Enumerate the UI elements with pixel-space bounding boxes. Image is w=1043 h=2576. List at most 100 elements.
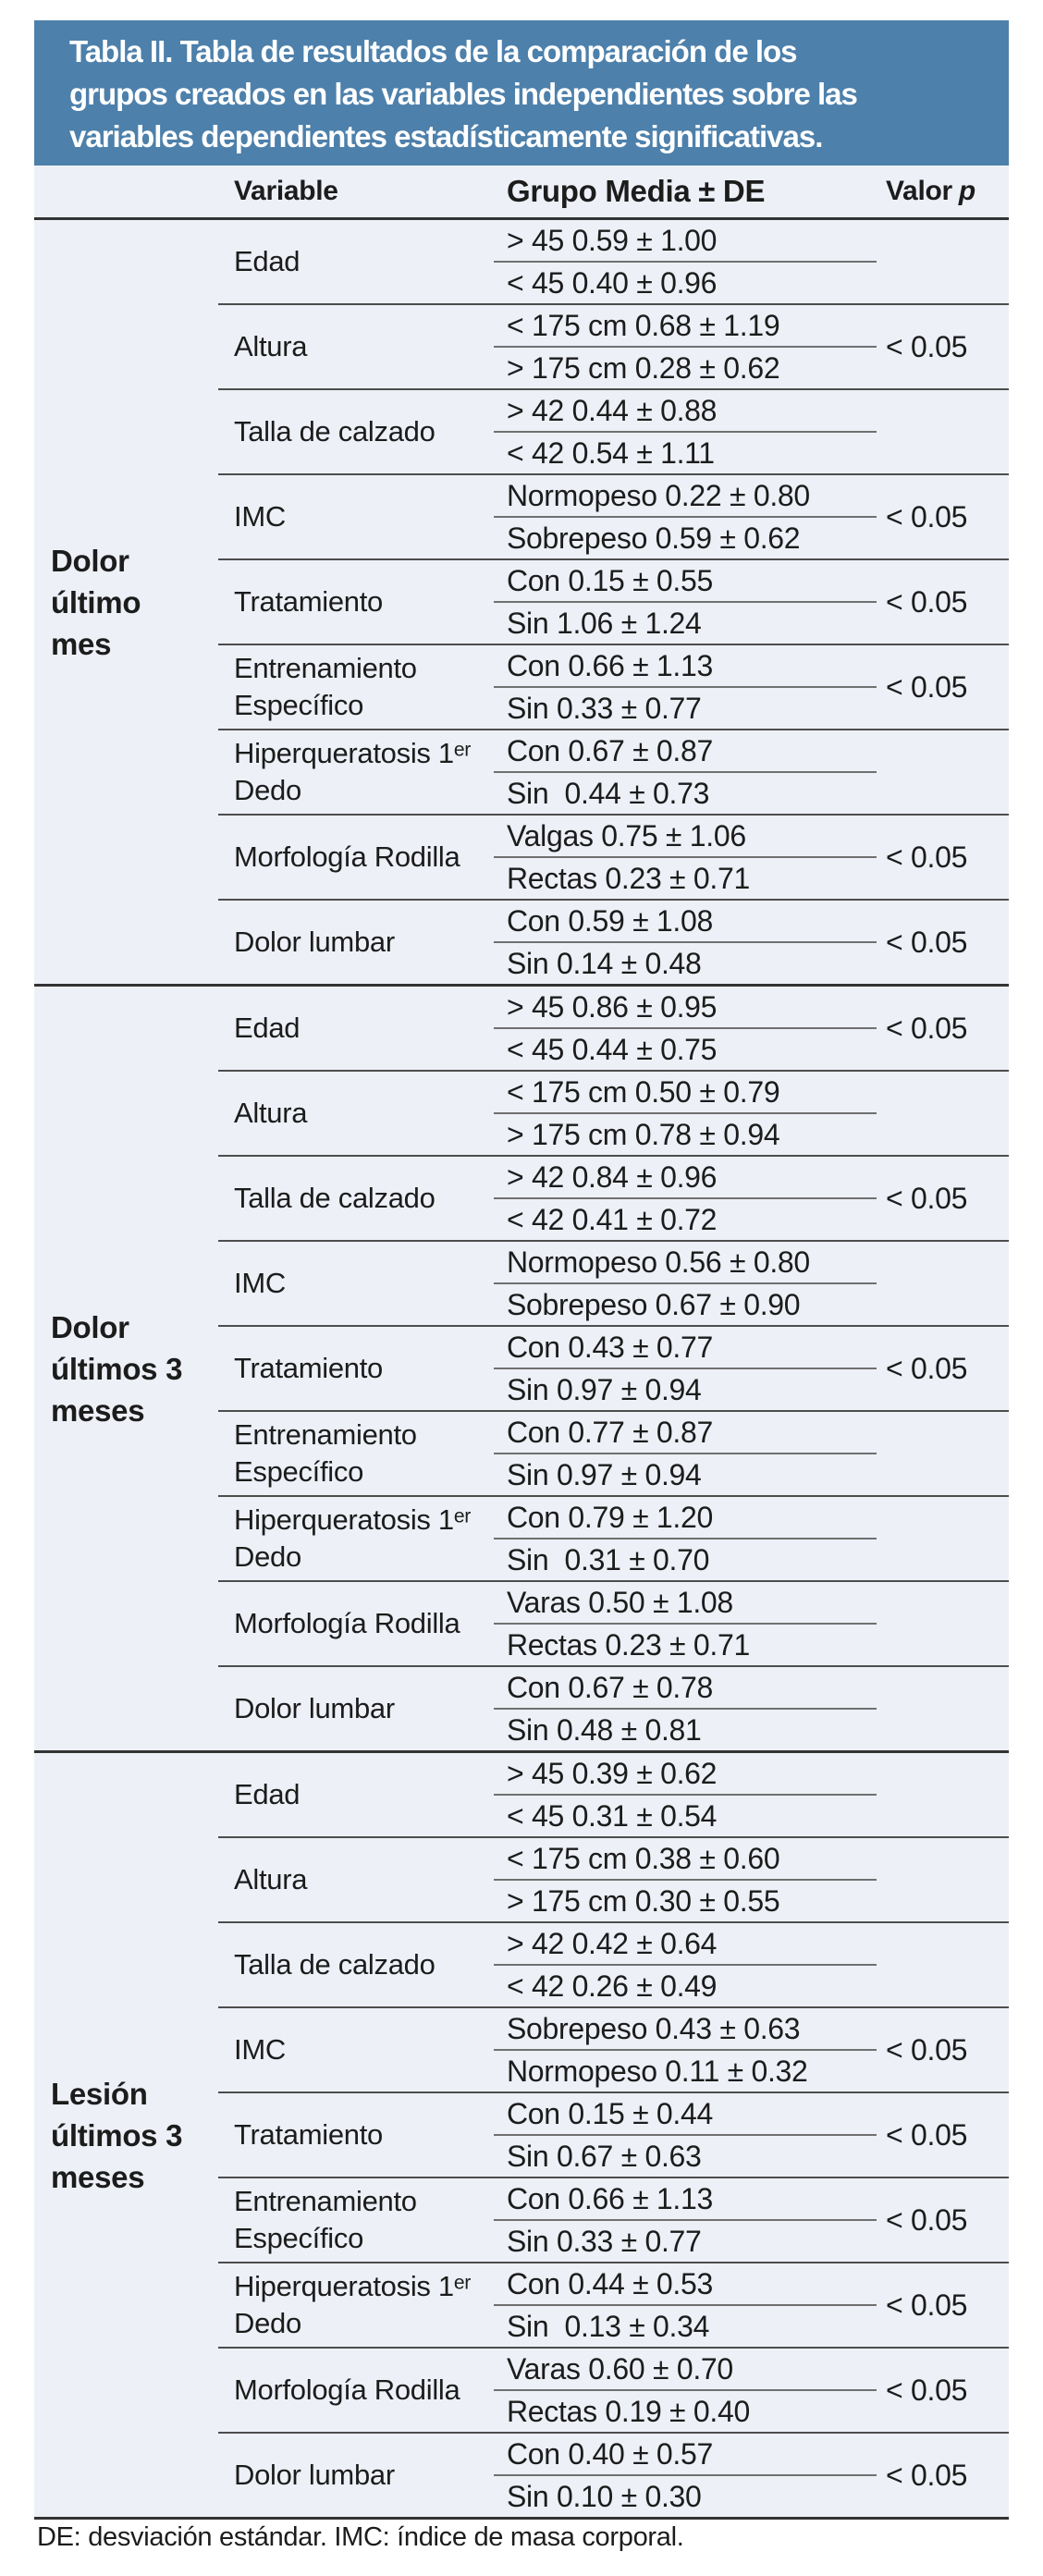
group-cell: < 175 cm 0.38 ± 0.60 > 175 cm 0.30 ± 0.5… [494, 1838, 877, 1921]
group-cell: Con 0.66 ± 1.13 Sin 0.33 ± 0.77 [494, 2178, 877, 2262]
header-variable: Variable [234, 176, 338, 206]
group-cell: > 45 0.59 ± 1.00 < 45 0.40 ± 0.96 [494, 220, 877, 303]
variable-cell: IMC [234, 500, 286, 533]
group-cell: > 42 0.44 ± 0.88 < 42 0.54 ± 1.11 [494, 390, 877, 473]
p-value-cell: < 0.05 [886, 499, 968, 534]
header-valor-p: Valor p [877, 176, 1009, 207]
group-row-2: Sin 0.31 ± 0.70 [507, 1542, 710, 1576]
group-row-1: Con 0.59 ± 1.08 [494, 901, 877, 943]
group-row-2: Sin 0.13 ± 0.34 [507, 2309, 710, 2343]
p-value-cell: < 0.05 [886, 2458, 968, 2492]
group-cell: Con 0.67 ± 0.78 Sin 0.48 ± 0.81 [494, 1667, 877, 1750]
variable-block: IMC Sobrepeso 0.43 ± 0.63 Normopeso 0.11… [218, 2006, 1009, 2091]
group-cell: Con 0.40 ± 0.57 Sin 0.10 ± 0.30 [494, 2434, 877, 2517]
section-label: Lesión últimos 3 meses [51, 2076, 183, 2194]
table-body: Dolor último mes Edad > 45 0.59 ± 1.00 <… [34, 220, 1009, 2520]
variable-block: Tratamiento Con 0.15 ± 0.55 Sin 1.06 ± 1… [218, 558, 1009, 644]
p-value-cell [877, 1412, 1009, 1495]
results-table: Tabla II. Tabla de resultados de la comp… [34, 20, 1009, 2520]
group-row-2: > 175 cm 0.78 ± 0.94 [507, 1117, 780, 1151]
header-grupo-media-de: Grupo Media ± DE [507, 174, 766, 208]
p-value-cell: < 0.05 [886, 2202, 968, 2237]
variable-block: Entrenamiento Específico Con 0.77 ± 0.87… [218, 1410, 1009, 1495]
variable-cell: Hiperqueratosis 1ᵉʳ Dedo [234, 737, 472, 806]
group-cell: Con 0.15 ± 0.55 Sin 1.06 ± 1.24 [494, 560, 877, 644]
variable-cell: Tratamiento [234, 2118, 383, 2151]
group-cell: Normopeso 0.22 ± 0.80 Sobrepeso 0.59 ± 0… [494, 475, 877, 558]
variable-block: Morfología Rodilla Varas 0.50 ± 1.08 Rec… [218, 1580, 1009, 1665]
variable-cell: Morfología Rodilla [234, 840, 460, 873]
p-value-cell [877, 1753, 1009, 1836]
group-row-2: Sin 0.44 ± 0.73 [507, 776, 710, 810]
group-row-2: Sin 0.97 ± 0.94 [507, 1457, 702, 1491]
p-value-cell [877, 1072, 1009, 1155]
variable-block: Talla de calzado > 42 0.44 ± 0.88 < 42 0… [218, 388, 1009, 473]
group-row-1: Con 0.66 ± 1.13 [494, 2178, 877, 2221]
section-blocks: Edad > 45 0.59 ± 1.00 < 45 0.40 ± 0.96 A… [218, 220, 1009, 984]
p-value-cell: < 0.05 [886, 584, 968, 619]
group-row-1: Valgas 0.75 ± 1.06 [494, 816, 877, 858]
group-cell: > 42 0.42 ± 0.64 < 42 0.26 ± 0.49 [494, 1923, 877, 2006]
group-row-2: < 45 0.31 ± 0.54 [507, 1798, 718, 1833]
group-cell: Varas 0.60 ± 0.70 Rectas 0.19 ± 0.40 [494, 2349, 877, 2432]
group-row-2: > 175 cm 0.28 ± 0.62 [507, 350, 780, 385]
variable-block: Talla de calzado > 42 0.42 ± 0.64 < 42 0… [218, 1921, 1009, 2006]
group-row-2: < 45 0.40 ± 0.96 [507, 265, 718, 300]
group-cell: Sobrepeso 0.43 ± 0.63 Normopeso 0.11 ± 0… [494, 2008, 877, 2091]
table-section: Dolor últimos 3 meses Edad > 45 0.86 ± 0… [34, 984, 1009, 1750]
p-value-cell: < 0.05 [886, 2288, 968, 2322]
p-value-cell: < 0.05 [886, 925, 968, 959]
group-row-2: Sin 0.33 ± 0.77 [507, 691, 702, 725]
p-value-cell [877, 1497, 1009, 1580]
group-row-2: > 175 cm 0.30 ± 0.55 [507, 1883, 780, 1918]
p-value-cell [877, 1838, 1009, 1921]
variable-block: Morfología Rodilla Varas 0.60 ± 0.70 Rec… [218, 2347, 1009, 2432]
variable-cell: Dolor lumbar [234, 2459, 395, 2491]
table-footnote: DE: desviación estándar. IMC: índice de … [37, 2522, 684, 2552]
table-title: Tabla II. Tabla de resultados de la comp… [34, 20, 1009, 166]
group-row-1: < 175 cm 0.68 ± 1.19 [494, 305, 877, 348]
section-label: Dolor último mes [51, 543, 141, 661]
variable-cell: Tratamiento [234, 1352, 383, 1384]
p-value-cell: < 0.05 [886, 2032, 968, 2067]
p-value-cell: < 0.05 [886, 1181, 968, 1215]
group-row-1: < 175 cm 0.50 ± 0.79 [494, 1072, 877, 1114]
group-cell: Con 0.67 ± 0.87 Sin 0.44 ± 0.73 [494, 730, 877, 814]
variable-cell: Altura [234, 1097, 308, 1129]
variable-cell: Entrenamiento Específico [234, 2185, 417, 2254]
group-row-1: Con 0.67 ± 0.78 [494, 1667, 877, 1710]
variable-cell: Talla de calzado [234, 1182, 436, 1214]
p-value-cell [877, 390, 1009, 473]
group-row-1: Con 0.15 ± 0.44 [494, 2093, 877, 2136]
group-row-2: Sobrepeso 0.59 ± 0.62 [507, 521, 801, 555]
group-row-1: Varas 0.50 ± 1.08 [494, 1582, 877, 1625]
variable-block: Entrenamiento Específico Con 0.66 ± 1.13… [218, 2177, 1009, 2262]
group-row-1: Normopeso 0.56 ± 0.80 [494, 1242, 877, 1284]
variable-block: Edad > 45 0.39 ± 0.62 < 45 0.31 ± 0.54 [218, 1753, 1009, 1836]
group-cell: Con 0.59 ± 1.08 Sin 0.14 ± 0.48 [494, 901, 877, 984]
group-row-2: Sin 0.10 ± 0.30 [507, 2479, 702, 2513]
table-section: Dolor último mes Edad > 45 0.59 ± 1.00 <… [34, 220, 1009, 984]
group-row-2: Sin 0.67 ± 0.63 [507, 2139, 702, 2173]
p-value-cell: < 0.05 [886, 669, 968, 704]
group-cell: < 175 cm 0.68 ± 1.19 > 175 cm 0.28 ± 0.6… [494, 305, 877, 388]
variable-block: IMC Normopeso 0.22 ± 0.80 Sobrepeso 0.59… [218, 473, 1009, 558]
group-row-1: Con 0.44 ± 0.53 [494, 2263, 877, 2306]
variable-cell: Tratamiento [234, 585, 383, 618]
p-value-cell [877, 1923, 1009, 2006]
group-cell: < 175 cm 0.50 ± 0.79 > 175 cm 0.78 ± 0.9… [494, 1072, 877, 1155]
table-title-line-3: variables dependientes estadísticamente … [69, 119, 823, 153]
variable-cell: Edad [234, 1012, 301, 1044]
group-row-1: Con 0.67 ± 0.87 [494, 730, 877, 773]
header-p-italic: p [958, 176, 976, 206]
variable-block: Tratamiento Con 0.43 ± 0.77 Sin 0.97 ± 0… [218, 1325, 1009, 1410]
variable-block: IMC Normopeso 0.56 ± 0.80 Sobrepeso 0.67… [218, 1240, 1009, 1325]
group-cell: Varas 0.50 ± 1.08 Rectas 0.23 ± 0.71 [494, 1582, 877, 1665]
group-row-2: Sin 1.06 ± 1.24 [507, 606, 702, 640]
group-cell: Con 0.15 ± 0.44 Sin 0.67 ± 0.63 [494, 2093, 877, 2177]
p-value-cell [877, 1582, 1009, 1665]
group-row-1: Con 0.66 ± 1.13 [494, 645, 877, 688]
group-row-2: < 45 0.44 ± 0.75 [507, 1032, 718, 1066]
variable-cell: Edad [234, 245, 301, 277]
